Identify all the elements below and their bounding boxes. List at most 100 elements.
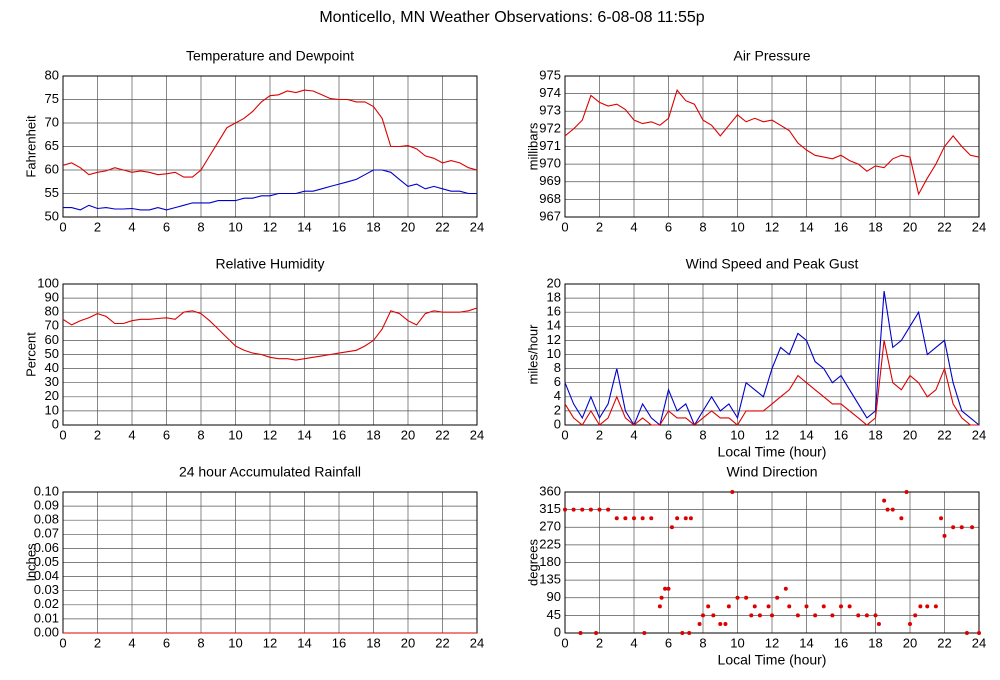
- y-tick-label: 8: [554, 360, 561, 375]
- y-axis-label: miles/hour: [525, 324, 540, 385]
- x-tick-label: 18: [868, 635, 882, 650]
- x-tick-label: 4: [128, 635, 135, 650]
- x-tick-label: 18: [366, 427, 380, 442]
- y-tick-label: 70: [45, 318, 59, 333]
- x-tick-label: 14: [297, 219, 311, 234]
- chart-title: Wind Speed and Peak Gust: [686, 256, 859, 272]
- y-tick-label: 80: [45, 67, 59, 82]
- x-tick-label: 10: [228, 219, 242, 234]
- data-point: [766, 604, 771, 609]
- data-point: [757, 613, 762, 618]
- data-point: [675, 516, 680, 521]
- data-point: [623, 516, 628, 521]
- x-tick-label: 10: [730, 635, 744, 650]
- x-tick-label: 10: [228, 427, 242, 442]
- y-tick-label: 0.04: [34, 568, 59, 583]
- plot-border: [62, 75, 478, 218]
- y-tick-label: 180: [539, 554, 561, 569]
- data-point: [970, 525, 975, 530]
- data-point: [752, 604, 757, 609]
- x-tick-label: 2: [94, 427, 101, 442]
- x-tick-label: 0: [59, 427, 66, 442]
- x-tick-label: 10: [228, 635, 242, 650]
- x-tick-label: 6: [163, 427, 170, 442]
- x-tick-label: 22: [435, 427, 449, 442]
- x-tick-label: 2: [94, 219, 101, 234]
- x-tick-label: 0: [561, 635, 568, 650]
- x-tick-label: 0: [59, 219, 66, 234]
- plot-border: [564, 283, 980, 426]
- y-tick-label: 972: [539, 120, 561, 135]
- plot-border: [564, 75, 980, 218]
- data-point: [783, 586, 788, 591]
- data-point: [649, 516, 654, 521]
- x-tick-label: 20: [401, 635, 415, 650]
- data-point: [669, 525, 674, 530]
- x-tick-label: 24: [972, 635, 986, 650]
- data-point: [775, 595, 780, 600]
- x-tick-label: 14: [297, 427, 311, 442]
- y-tick-label: 60: [45, 161, 59, 176]
- x-axis-label: Local Time (hour): [718, 444, 827, 460]
- x-tick-label: 4: [128, 219, 135, 234]
- x-tick-label: 0: [59, 635, 66, 650]
- data-point: [563, 507, 567, 512]
- x-tick-label: 20: [903, 635, 917, 650]
- y-tick-label: 4: [554, 388, 561, 403]
- y-tick-label: 270: [539, 519, 561, 534]
- y-axis-label: millibars: [525, 122, 540, 170]
- data-point: [918, 604, 923, 609]
- x-tick-label: 6: [665, 427, 672, 442]
- data-point: [951, 525, 956, 530]
- y-tick-label: 0.09: [34, 498, 59, 513]
- x-tick-label: 16: [332, 427, 346, 442]
- x-tick-label: 12: [765, 219, 779, 234]
- y-tick-label: 0.07: [34, 526, 59, 541]
- data-point: [730, 490, 735, 494]
- x-tick-label: 6: [665, 219, 672, 234]
- data-point: [723, 621, 728, 626]
- chart-title: Air Pressure: [733, 48, 810, 64]
- x-tick-label: 4: [630, 219, 637, 234]
- data-point: [614, 516, 619, 521]
- data-point: [830, 613, 835, 618]
- y-tick-label: 0: [52, 416, 59, 431]
- y-tick-label: 0: [554, 416, 561, 431]
- y-tick-label: 18: [547, 290, 561, 305]
- data-point: [597, 507, 602, 512]
- data-point: [804, 604, 809, 609]
- data-point: [588, 507, 593, 512]
- data-line: [564, 340, 979, 426]
- x-tick-label: 22: [435, 219, 449, 234]
- y-tick-label: 45: [547, 607, 561, 622]
- data-point: [735, 595, 740, 600]
- data-point: [680, 631, 685, 635]
- x-tick-label: 0: [561, 219, 568, 234]
- data-point: [718, 621, 723, 626]
- y-tick-label: 315: [539, 501, 561, 516]
- data-point: [571, 507, 576, 512]
- data-point: [977, 631, 981, 635]
- y-tick-label: 20: [45, 388, 59, 403]
- x-tick-label: 18: [868, 219, 882, 234]
- data-point: [899, 516, 904, 521]
- chart-title: Temperature and Dewpoint: [186, 48, 354, 64]
- data-point: [847, 604, 852, 609]
- y-tick-label: 80: [45, 304, 59, 319]
- x-tick-label: 14: [297, 635, 311, 650]
- data-point: [813, 613, 818, 618]
- y-tick-label: 14: [547, 318, 561, 333]
- data-point: [933, 604, 938, 609]
- x-tick-label: 2: [596, 219, 603, 234]
- y-tick-label: 0.03: [34, 582, 59, 597]
- x-tick-label: 18: [366, 219, 380, 234]
- data-line: [564, 88, 980, 196]
- data-point: [821, 604, 826, 609]
- data-point: [908, 621, 912, 626]
- y-axis-label: Percent: [23, 332, 38, 377]
- data-point: [726, 604, 731, 609]
- y-tick-label: 975: [539, 67, 561, 82]
- x-tick-label: 14: [799, 427, 813, 442]
- x-tick-label: 8: [699, 635, 706, 650]
